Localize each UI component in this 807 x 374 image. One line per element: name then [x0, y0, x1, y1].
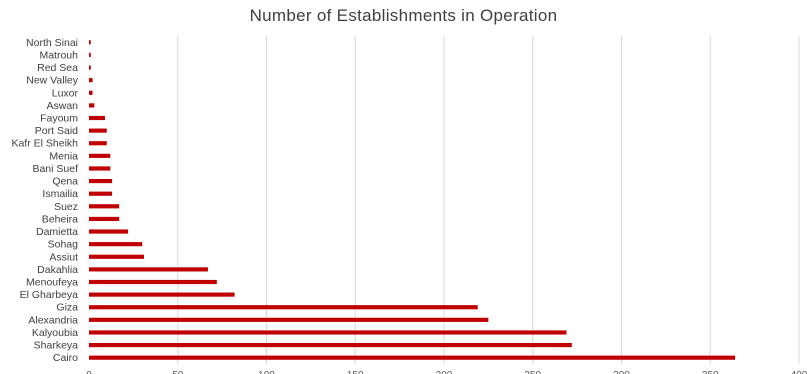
category-label: Ismailia	[42, 188, 78, 200]
category-label: New Valley	[26, 75, 78, 87]
category-label: Qena	[52, 176, 78, 188]
bar	[89, 305, 478, 310]
category-label: Giza	[56, 302, 78, 314]
bar	[89, 40, 91, 45]
category-label: Bani Suef	[32, 163, 78, 175]
bar	[89, 242, 143, 247]
x-axis-tick-labels: 0 50 100 150 200 250 300 350 400	[86, 370, 807, 374]
bar	[89, 153, 111, 158]
category-label: Port Said	[35, 125, 78, 137]
category-label: Dakahlia	[37, 264, 78, 276]
x-tick-label: 200	[436, 370, 453, 374]
x-tick-label: 150	[347, 370, 364, 374]
bar	[89, 90, 93, 95]
bar	[89, 65, 91, 70]
bar	[89, 115, 105, 121]
category-label: Kafr El Sheikh	[11, 138, 78, 150]
bar	[89, 103, 95, 108]
bar	[89, 317, 489, 322]
category-label: Aswan	[46, 100, 78, 112]
category-label: Suez	[54, 201, 78, 213]
category-label: Menoufeya	[26, 277, 78, 289]
chart-title: Number of Establishments in Operation	[249, 6, 558, 25]
category-label: Red Sea	[37, 62, 78, 74]
category-label: Damietta	[36, 226, 78, 238]
bar	[89, 330, 567, 335]
bar	[89, 78, 93, 83]
bar	[89, 128, 107, 133]
category-label: El Gharbeya	[20, 289, 79, 301]
x-tick-label: 250	[524, 370, 541, 374]
bar	[89, 216, 120, 222]
bar	[89, 204, 120, 209]
bar	[89, 229, 129, 234]
category-label: Luxor	[52, 87, 79, 99]
category-label: Sharkeya	[34, 340, 79, 352]
category-label: Kalyoubia	[32, 327, 78, 339]
x-tick-label: 0	[86, 370, 92, 374]
bar	[89, 279, 217, 285]
bar	[89, 191, 113, 196]
bar	[89, 355, 736, 360]
x-tick-label: 350	[702, 370, 719, 374]
bar	[89, 52, 91, 58]
bar	[89, 267, 208, 272]
category-label: Beheira	[42, 213, 78, 225]
x-tick-label: 100	[258, 370, 275, 374]
x-tick-label: 300	[613, 370, 630, 374]
category-label: Matrouh	[39, 49, 78, 61]
bars	[89, 40, 736, 360]
category-label: North Sinai	[26, 37, 78, 49]
bar	[89, 342, 572, 348]
bar	[89, 141, 107, 146]
category-label: Alexandria	[28, 314, 78, 326]
x-tick-label: 50	[172, 370, 184, 374]
bar	[89, 292, 235, 297]
grid-lines	[177, 36, 800, 364]
bar	[89, 178, 113, 184]
category-label: Fayoum	[40, 113, 78, 125]
bar	[89, 166, 111, 171]
category-label: Menia	[49, 150, 78, 162]
category-label: Assiut	[49, 251, 78, 263]
bar	[89, 254, 145, 259]
x-tick-label: 400	[791, 370, 807, 374]
category-label: Sohag	[48, 239, 79, 251]
category-label: Cairo	[53, 352, 78, 364]
